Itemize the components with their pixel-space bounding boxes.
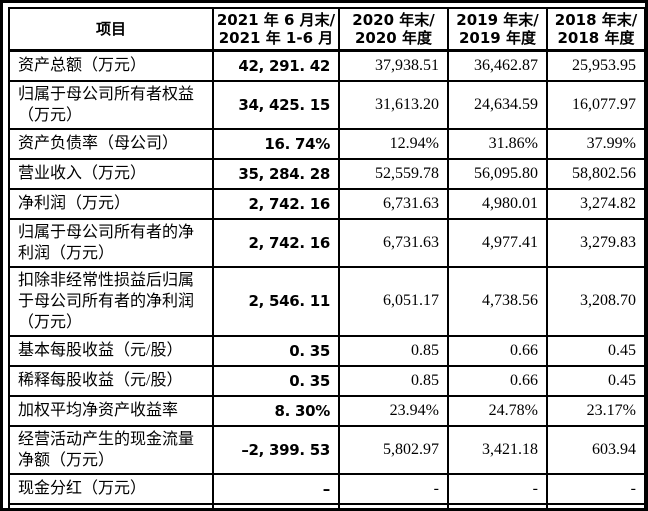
value-2018: 3,279.83 <box>546 217 645 268</box>
row-label: 净利润（万元） <box>8 187 214 220</box>
header-row: 项目 2021 年 6 月末/ 2021 年 1-6 月 2020 年末/ 20… <box>8 7 645 52</box>
value-2018: 16,077.97 <box>546 79 645 130</box>
value-2018: 3,208.70 <box>546 265 645 337</box>
table-row-parent-equity: 归属于母公司所有者权益（万元） 34, 425. 15 31,613.20 24… <box>8 79 645 130</box>
column-header-item: 项目 <box>8 7 214 52</box>
value-2021: 16. 74% <box>212 127 340 160</box>
value-2020: 31,613.20 <box>338 79 449 130</box>
value-2020: 0.85 <box>338 334 449 367</box>
row-label: 归属于母公司所有者权益（万元） <box>8 79 214 130</box>
financial-summary-table: 项目 2021 年 6 月末/ 2021 年 1-6 月 2020 年末/ 20… <box>8 7 645 508</box>
table-row-revenue: 营业收入（万元） 35, 284. 28 52,559.78 56,095.80… <box>8 157 645 190</box>
value-2021: 35, 284. 28 <box>212 157 340 190</box>
value-2018: 37.99% <box>546 127 645 160</box>
value-2021: 34, 425. 15 <box>212 79 340 130</box>
row-label: 资产总额（万元） <box>8 49 214 82</box>
value-2019: 4.16% <box>447 502 548 508</box>
row-label: 基本每股收益（元/股） <box>8 334 214 367</box>
value-2020: 37,938.51 <box>338 49 449 82</box>
value-2018: 0.45 <box>546 334 645 367</box>
column-header-2018-line2: 2018 年度 <box>557 29 635 47</box>
value-2021: 3. 08% <box>212 502 340 508</box>
column-header-2019: 2019 年末/ 2019 年度 <box>447 7 548 52</box>
column-header-2018: 2018 年末/ 2018 年度 <box>546 7 645 52</box>
value-2019: 36,462.87 <box>447 49 548 82</box>
column-header-2019-line1: 2019 年末/ <box>456 11 539 29</box>
table-row-basic-eps: 基本每股收益（元/股） 0. 35 0.85 0.66 0.45 <box>8 334 645 367</box>
table-row-weighted-roe: 加权平均净资产收益率 8. 30% 23.94% 24.78% 23.17% <box>8 394 645 427</box>
value-2019: 56,095.80 <box>447 157 548 190</box>
value-2019: 4,738.56 <box>447 265 548 337</box>
table-row-net-profit: 净利润（万元） 2, 742. 16 6,731.63 4,980.01 3,2… <box>8 187 645 220</box>
row-label: 资产负债率（母公司） <box>8 127 214 160</box>
value-2018: 3.73% <box>546 502 645 508</box>
row-label: 扣除非经常性损益后归属于母公司所有者的净利润（万元） <box>8 265 214 337</box>
value-2020: 52,559.78 <box>338 157 449 190</box>
row-label: 归属于母公司所有者的净利润（万元） <box>8 217 214 268</box>
value-2018: 23.17% <box>546 394 645 427</box>
table-row-deducted-net-profit: 扣除非经常性损益后归属于母公司所有者的净利润（万元） 2, 546. 11 6,… <box>8 265 645 337</box>
value-2019: 24.78% <box>447 394 548 427</box>
value-2018: 603.94 <box>546 424 645 475</box>
value-2019: - <box>447 472 548 505</box>
table-row-debt-ratio: 资产负债率（母公司） 16. 74% 12.94% 31.86% 37.99% <box>8 127 645 160</box>
value-2019: 24,634.59 <box>447 79 548 130</box>
value-2020: 23.94% <box>338 394 449 427</box>
value-2019: 0.66 <box>447 334 548 367</box>
row-label: 加权平均净资产收益率 <box>8 394 214 427</box>
value-2020: 0.85 <box>338 364 449 397</box>
column-header-2021-line1: 2021 年 6 月末/ <box>216 11 336 29</box>
row-label: 稀释每股收益（元/股） <box>8 364 214 397</box>
value-2021: 2, 742. 16 <box>212 217 340 268</box>
column-header-2021: 2021 年 6 月末/ 2021 年 1-6 月 <box>212 7 340 52</box>
value-2020: 6,051.17 <box>338 265 449 337</box>
table-row-total-assets: 资产总额（万元） 42, 291. 42 37,938.51 36,462.87… <box>8 49 645 82</box>
value-2019: 4,980.01 <box>447 187 548 220</box>
value-2020: 6,731.63 <box>338 217 449 268</box>
value-2019: 31.86% <box>447 127 548 160</box>
value-2021: – <box>212 472 340 505</box>
value-2021: 42, 291. 42 <box>212 49 340 82</box>
value-2018: 0.45 <box>546 364 645 397</box>
table-row-cash-dividend: 现金分红（万元） – - - - <box>8 472 645 505</box>
column-header-2020-line1: 2020 年末/ <box>352 11 435 29</box>
value-2021: 0. 35 <box>212 334 340 367</box>
row-label: 经营活动产生的现金流量净额（万元） <box>8 424 214 475</box>
value-2021: –2, 399. 53 <box>212 424 340 475</box>
value-2020: - <box>338 472 449 505</box>
value-2019: 0.66 <box>447 364 548 397</box>
table-row-rd-ratio: 研发投入占营业收入的比例 3. 08% 3.71% 4.16% 3.73% <box>8 502 645 508</box>
value-2020: 12.94% <box>338 127 449 160</box>
column-header-2019-line2: 2019 年度 <box>459 29 536 47</box>
row-label: 现金分红（万元） <box>8 472 214 505</box>
value-2018: 25,953.95 <box>546 49 645 82</box>
row-label: 研发投入占营业收入的比例 <box>8 502 214 508</box>
column-header-2020-line2: 2020 年度 <box>355 29 432 47</box>
value-2021: 0. 35 <box>212 364 340 397</box>
value-2020: 6,731.63 <box>338 187 449 220</box>
table-row-parent-net-profit: 归属于母公司所有者的净利润（万元） 2, 742. 16 6,731.63 4,… <box>8 217 645 268</box>
table-row-operating-cash-flow: 经营活动产生的现金流量净额（万元） –2, 399. 53 5,802.97 3… <box>8 424 645 475</box>
row-label: 营业收入（万元） <box>8 157 214 190</box>
value-2021: 2, 546. 11 <box>212 265 340 337</box>
value-2021: 8. 30% <box>212 394 340 427</box>
table-row-diluted-eps: 稀释每股收益（元/股） 0. 35 0.85 0.66 0.45 <box>8 364 645 397</box>
value-2018: - <box>546 472 645 505</box>
column-header-2020: 2020 年末/ 2020 年度 <box>338 7 449 52</box>
column-header-2021-line2: 2021 年 1-6 月 <box>218 29 334 47</box>
column-header-2018-line1: 2018 年末/ <box>554 11 638 29</box>
value-2018: 3,274.82 <box>546 187 645 220</box>
value-2021: 2, 742. 16 <box>212 187 340 220</box>
value-2020: 3.71% <box>338 502 449 508</box>
value-2019: 3,421.18 <box>447 424 548 475</box>
value-2020: 5,802.97 <box>338 424 449 475</box>
value-2018: 58,802.56 <box>546 157 645 190</box>
value-2019: 4,977.41 <box>447 217 548 268</box>
